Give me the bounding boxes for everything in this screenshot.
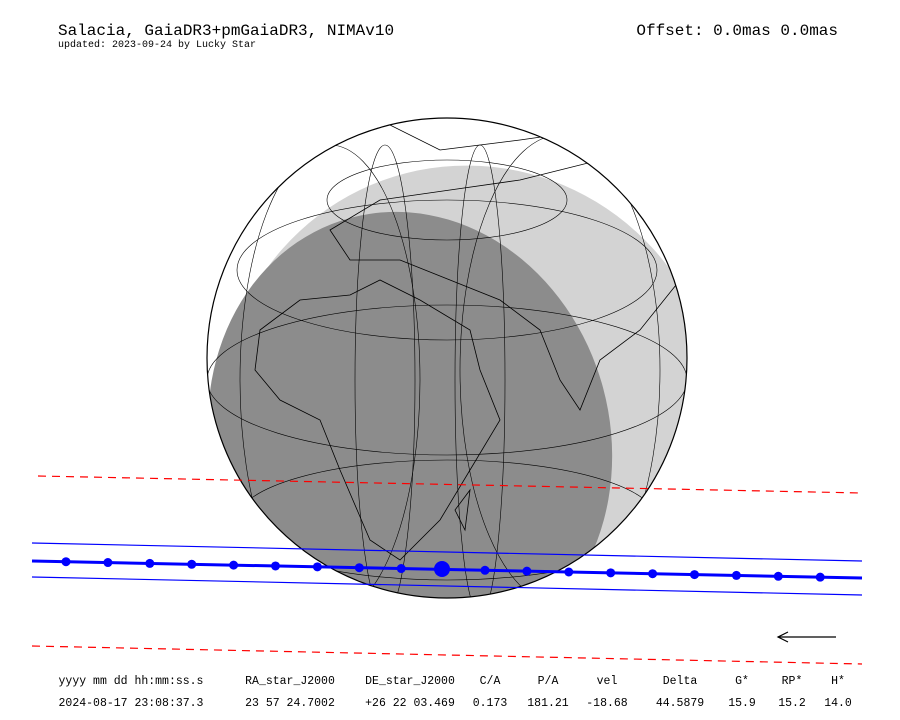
column-header: P/A bbox=[538, 675, 559, 688]
time-marker bbox=[229, 560, 239, 570]
column-value: 0.173 bbox=[473, 697, 508, 710]
column-value: +26 22 03.469 bbox=[365, 697, 455, 710]
column-header: RP* bbox=[782, 675, 803, 688]
time-marker bbox=[187, 559, 197, 569]
closest-approach bbox=[434, 561, 450, 577]
time-marker bbox=[61, 557, 71, 567]
time-marker bbox=[312, 562, 322, 572]
column-value: 15.9 bbox=[728, 697, 756, 710]
time-marker bbox=[522, 566, 532, 576]
column-header: vel bbox=[597, 675, 618, 688]
shadow-path bbox=[31, 475, 863, 665]
column-header: DE_star_J2000 bbox=[365, 675, 455, 688]
direction-arrow bbox=[776, 631, 836, 643]
column-header: G* bbox=[735, 675, 749, 688]
column-value: 44.5879 bbox=[656, 697, 704, 710]
column-header: RA_star_J2000 bbox=[245, 675, 335, 688]
column-value: 15.2 bbox=[778, 697, 806, 710]
time-marker bbox=[145, 558, 155, 568]
time-marker bbox=[648, 569, 658, 579]
time-marker bbox=[480, 565, 490, 575]
time-marker bbox=[815, 572, 825, 582]
column-value: 181.21 bbox=[527, 697, 569, 710]
time-marker bbox=[271, 561, 280, 571]
time-marker bbox=[103, 558, 113, 568]
column-header: H* bbox=[831, 675, 845, 688]
globe bbox=[206, 117, 688, 599]
time-marker bbox=[396, 564, 406, 574]
time-marker bbox=[690, 570, 699, 580]
column-value: -18.68 bbox=[586, 697, 628, 710]
column-header: C/A bbox=[480, 675, 501, 688]
column-value: 23 57 24.7002 bbox=[245, 697, 335, 710]
column-header: yyyy mm dd hh:mm:ss.s bbox=[59, 675, 204, 688]
time-marker bbox=[354, 563, 364, 573]
time-marker bbox=[731, 570, 741, 580]
column-header: Delta bbox=[663, 675, 698, 688]
title: Salacia, GaiaDR3+pmGaiaDR3, NIMAv10 bbox=[58, 22, 394, 40]
column-value: 2024-08-17 23:08:37.3 bbox=[59, 697, 204, 710]
time-marker bbox=[564, 567, 574, 577]
column-value: 14.0 bbox=[824, 697, 852, 710]
time-marker bbox=[606, 568, 616, 578]
time-marker bbox=[773, 571, 783, 581]
offset: Offset: 0.0mas 0.0mas bbox=[636, 22, 838, 40]
subtitle: updated: 2023-09-24 by Lucky Star bbox=[58, 39, 256, 51]
